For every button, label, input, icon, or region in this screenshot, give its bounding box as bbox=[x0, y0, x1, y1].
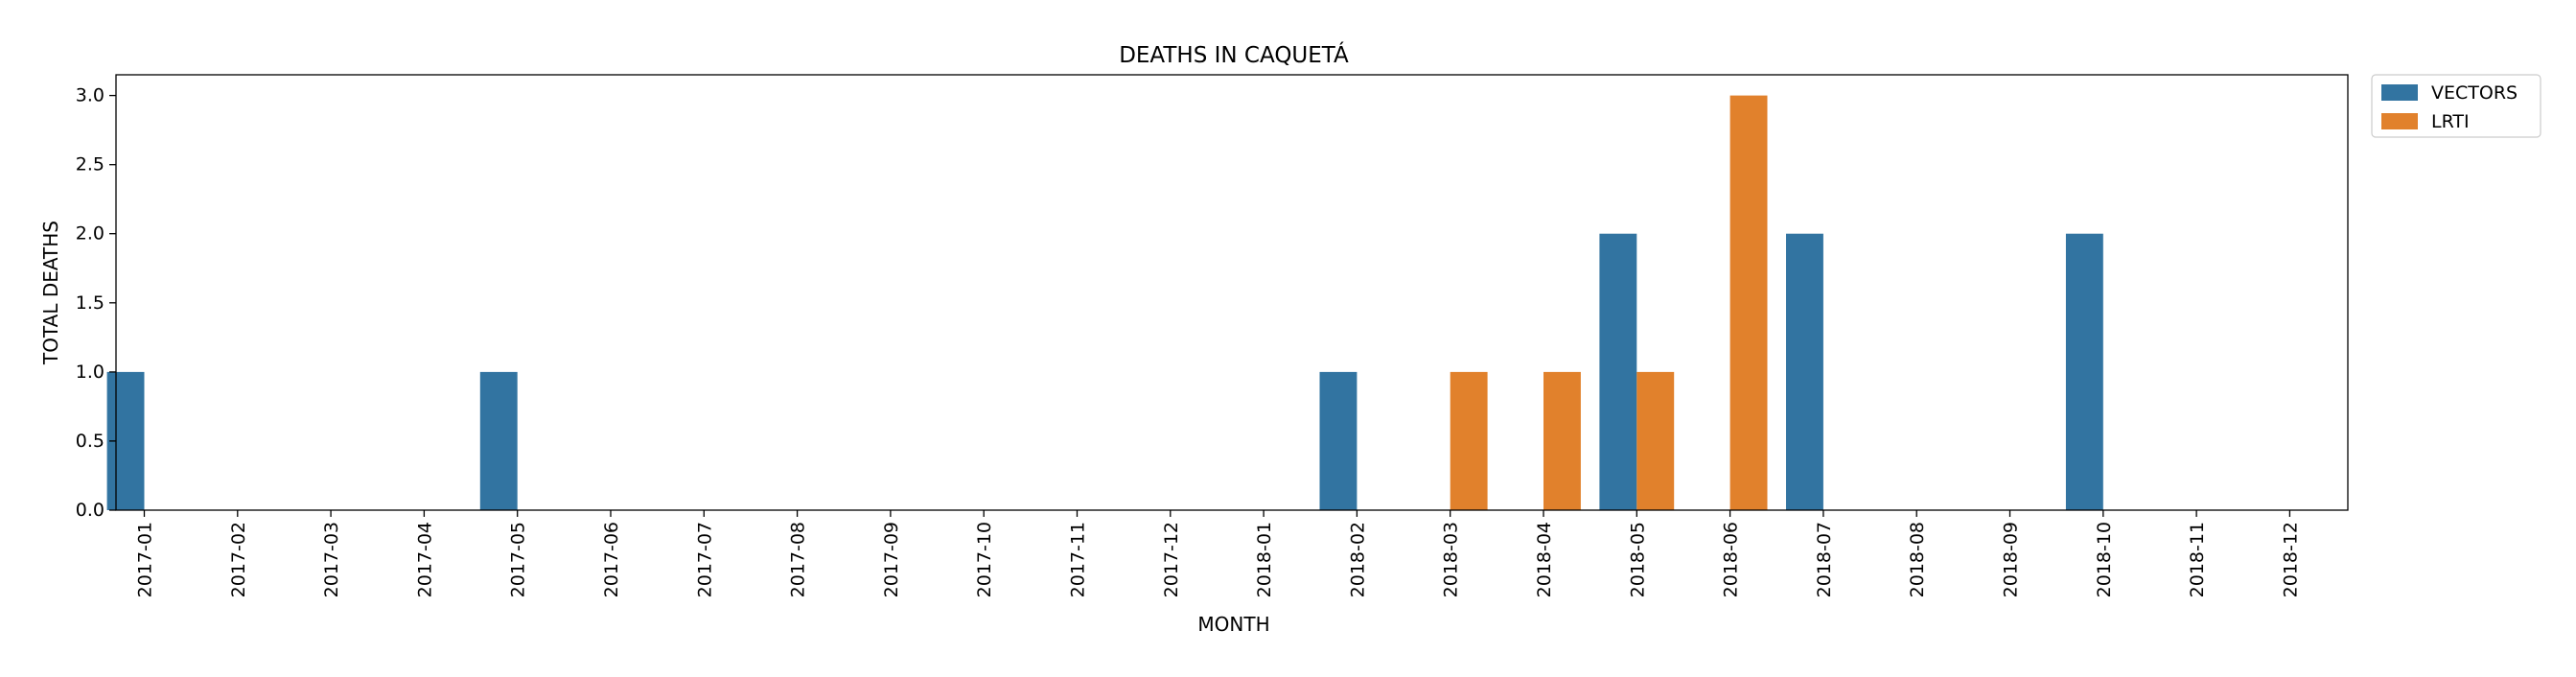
x-tick-label: 2018-02 bbox=[1347, 522, 1368, 597]
y-axis: 0.0 0.5 1.0 1.5 2.0 2.5 3.0 bbox=[76, 85, 116, 521]
y-axis-title: TOTAL DEATHS bbox=[39, 221, 62, 365]
y-tick-label: 2.0 bbox=[76, 223, 104, 245]
bar-lrti-2018-03 bbox=[1450, 371, 1488, 510]
bar-lrti-2018-06 bbox=[1729, 95, 1768, 510]
x-tick-label: 2018-01 bbox=[1254, 522, 1275, 597]
x-tick-label: 2018-06 bbox=[1721, 522, 1742, 597]
x-tick-label: 2018-10 bbox=[2094, 522, 2115, 597]
x-tick-label: 2018-07 bbox=[1814, 522, 1835, 597]
y-tick-label: 2.5 bbox=[76, 154, 104, 175]
x-tick-label: 2017-12 bbox=[1161, 522, 1182, 597]
x-tick-label: 2018-03 bbox=[1441, 522, 1462, 597]
y-tick-label: 1.0 bbox=[76, 362, 104, 383]
x-tick-label: 2017-04 bbox=[414, 522, 435, 597]
x-tick-label: 2017-09 bbox=[881, 522, 902, 597]
legend: VECTORS LRTI bbox=[2371, 74, 2541, 138]
y-tick-label: 1.5 bbox=[76, 292, 104, 314]
legend-swatch-vectors bbox=[2381, 84, 2418, 101]
x-tick-label: 2018-04 bbox=[1534, 522, 1555, 597]
x-tick-label: 2018-12 bbox=[2280, 522, 2301, 597]
legend-label-lrti: LRTI bbox=[2431, 111, 2470, 132]
x-tick-label: 2017-05 bbox=[508, 522, 529, 597]
legend-swatch-lrti bbox=[2381, 113, 2418, 129]
y-tick-label: 0.5 bbox=[76, 431, 104, 452]
x-tick-label: 2017-10 bbox=[974, 522, 995, 597]
x-tick-label: 2018-08 bbox=[1907, 522, 1928, 597]
x-axis: 2017-01 2017-02 2017-03 2017-04 2017-05 2017-… bbox=[135, 510, 2301, 597]
x-tick-label: 2017-06 bbox=[601, 522, 622, 597]
x-tick-label: 2017-01 bbox=[135, 522, 156, 597]
bar-lrti-2018-04 bbox=[1543, 371, 1581, 510]
x-tick-label: 2017-08 bbox=[788, 522, 809, 597]
bar-lrti-2018-05 bbox=[1636, 371, 1675, 510]
x-tick-label: 2018-09 bbox=[2001, 522, 2022, 597]
y-tick-label: 3.0 bbox=[76, 85, 104, 106]
chart-title: DEATHS IN CAQUETÁ bbox=[1119, 41, 1349, 68]
plot-frame bbox=[115, 74, 2349, 511]
legend-label-vectors: VECTORS bbox=[2431, 82, 2518, 104]
x-tick-label: 2017-07 bbox=[694, 522, 715, 597]
bar-vectors-2017-05 bbox=[479, 371, 518, 510]
y-tick-label: 0.0 bbox=[76, 500, 104, 521]
x-tick-label: 2017-11 bbox=[1068, 522, 1089, 597]
x-tick-label: 2017-03 bbox=[321, 522, 342, 597]
bar-vectors-2018-05 bbox=[1599, 233, 1637, 510]
bars-group bbox=[106, 95, 2103, 510]
x-tick-label: 2017-02 bbox=[228, 522, 249, 597]
bar-vectors-2018-02 bbox=[1319, 371, 1358, 510]
x-tick-label: 2018-05 bbox=[1627, 522, 1648, 597]
bar-vectors-2018-10 bbox=[2065, 233, 2103, 510]
x-axis-title: MONTH bbox=[1197, 613, 1269, 636]
x-tick-label: 2018-11 bbox=[2187, 522, 2208, 597]
bar-vectors-2018-07 bbox=[1786, 233, 1823, 510]
